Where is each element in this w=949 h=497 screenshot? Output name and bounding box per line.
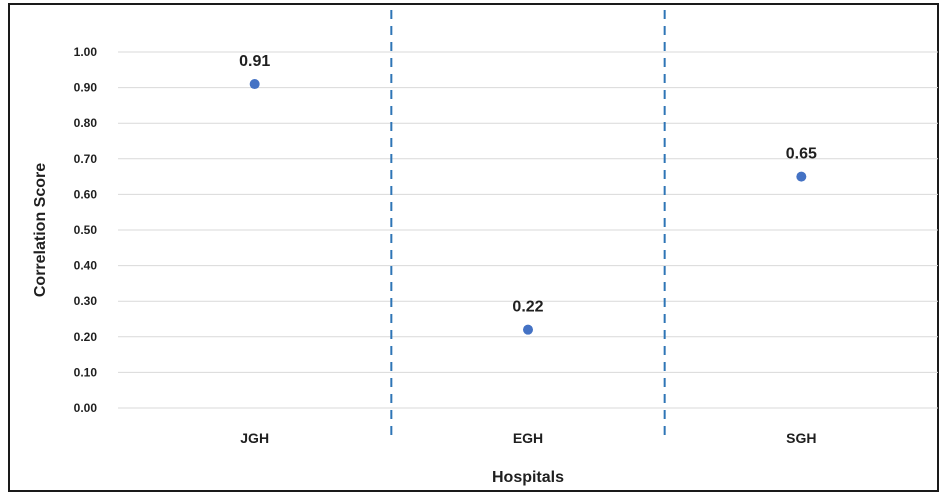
y-tick-label: 0.30 (74, 294, 98, 308)
x-category-labels: JGH EGH SGH (240, 430, 816, 446)
x-category-label: SGH (786, 430, 816, 446)
gridlines (118, 51, 938, 409)
data-point (249, 79, 260, 90)
data-point (523, 324, 533, 335)
y-tick-label: 0.60 (74, 187, 98, 201)
x-category-label: JGH (240, 430, 269, 446)
data-points (249, 79, 807, 335)
y-tick-label: 1.00 (74, 45, 98, 59)
data-label: 0.65 (786, 146, 817, 163)
y-axis-title: Correlation Score (32, 163, 49, 297)
data-label: 0.91 (239, 53, 270, 70)
y-tick-label: 0.40 (74, 259, 98, 273)
x-axis-title: Hospitals (492, 469, 564, 486)
y-tick-label: 0.70 (74, 152, 98, 166)
y-tick-label: 0.00 (74, 401, 98, 415)
y-tick-label: 0.80 (74, 116, 98, 130)
chart-frame (8, 3, 939, 492)
x-category-label: EGH (513, 430, 543, 446)
y-tick-label: 0.20 (74, 330, 98, 344)
y-tick-label: 0.50 (74, 223, 98, 237)
data-label: 0.22 (512, 299, 543, 316)
y-tick-label: 0.10 (74, 365, 98, 379)
data-labels: 0.91 0.22 0.65 (239, 53, 817, 316)
y-tick-label: 0.90 (74, 81, 98, 95)
y-tick-labels: 0.00 0.10 0.20 0.30 0.40 0.50 0.60 0.70 0.80 0.90… (74, 45, 98, 415)
category-separators (390, 10, 666, 440)
data-point (796, 171, 807, 182)
